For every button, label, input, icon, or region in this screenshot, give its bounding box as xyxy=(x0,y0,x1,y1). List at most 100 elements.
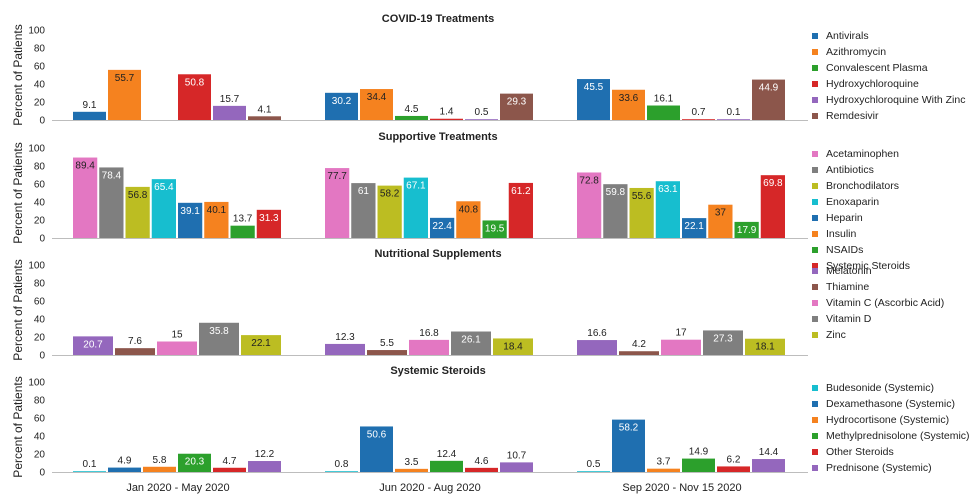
bar-dexamethasone-systemic- xyxy=(612,419,645,472)
data-label: 10.7 xyxy=(507,450,527,461)
legend-label: Insulin xyxy=(826,228,857,240)
bar-remdesivir xyxy=(752,79,785,120)
bar-hydroxychloroquine-with-zinc xyxy=(465,119,498,120)
bar-dexamethasone-systemic- xyxy=(108,467,141,472)
legend-label: Zinc xyxy=(826,329,846,341)
data-label: 29.3 xyxy=(507,97,527,108)
data-label: 50.6 xyxy=(367,429,387,440)
data-label: 50.8 xyxy=(185,77,205,88)
data-label: 13.7 xyxy=(233,214,253,225)
legend-label: Thiamine xyxy=(826,281,869,293)
bar-methylprednisolone-systemic- xyxy=(430,460,463,472)
data-label: 31.3 xyxy=(259,213,279,224)
y-tick-label: 60 xyxy=(34,180,46,191)
y-tick-label: 20 xyxy=(34,98,46,109)
data-label: 55.7 xyxy=(115,73,135,84)
legend-swatch xyxy=(812,33,818,39)
data-label: 35.8 xyxy=(209,326,229,337)
data-label: 12.2 xyxy=(255,449,275,460)
legend-label: Vitamin C (Ascorbic Acid) xyxy=(826,297,944,309)
y-tick-label: 100 xyxy=(28,26,45,37)
data-label: 20.3 xyxy=(185,457,205,468)
panel-title: Systemic Steroids xyxy=(390,365,485,377)
data-label: 18.1 xyxy=(755,342,775,353)
data-label: 18.4 xyxy=(503,341,523,352)
bar-thiamine xyxy=(115,348,155,355)
legend-swatch xyxy=(812,183,818,189)
bar-heparin xyxy=(682,218,707,238)
data-label: 89.4 xyxy=(75,161,95,172)
data-label: 17 xyxy=(675,328,687,339)
bar-thiamine xyxy=(367,350,407,355)
data-label: 61 xyxy=(358,186,370,197)
bar-antibiotics xyxy=(351,183,376,238)
bar-melatonin xyxy=(73,336,113,355)
bar-nsaids xyxy=(734,221,759,238)
legend-label: Systemic Steroids xyxy=(826,260,910,272)
data-label: 14.9 xyxy=(689,447,709,458)
bar-remdesivir xyxy=(500,93,533,120)
data-label: 14.4 xyxy=(759,447,779,458)
bar-methylprednisolone-systemic- xyxy=(682,458,715,472)
legend-label: Other Steroids xyxy=(826,446,894,458)
data-label: 19.5 xyxy=(485,223,505,234)
data-label: 44.9 xyxy=(759,83,779,94)
legend-swatch xyxy=(812,332,818,338)
data-label: 34.4 xyxy=(367,92,387,103)
bar-methylprednisolone-systemic- xyxy=(178,453,211,472)
bar-bronchodilators xyxy=(377,185,402,238)
bar-systemic-steroids xyxy=(508,182,533,238)
bar-hydroxychloroquine xyxy=(178,74,211,120)
y-tick-label: 0 xyxy=(39,351,45,362)
data-label: 45.5 xyxy=(584,82,604,93)
bar-convalescent-plasma xyxy=(647,105,680,120)
legend-swatch xyxy=(812,268,818,274)
y-tick-label: 0 xyxy=(39,468,45,479)
legend-swatch xyxy=(812,316,818,322)
legend-label: Bronchodilators xyxy=(826,180,899,192)
data-label: 33.6 xyxy=(619,93,639,104)
y-tick-label: 0 xyxy=(39,234,45,245)
bar-budesonide-systemic- xyxy=(325,471,358,472)
data-label: 59.8 xyxy=(606,187,626,198)
data-label: 7.6 xyxy=(128,336,142,347)
data-label: 27.3 xyxy=(713,333,733,344)
legend-label: Azithromycin xyxy=(826,46,886,58)
y-tick-label: 100 xyxy=(28,261,45,272)
bar-hydroxychloroquine-with-zinc xyxy=(717,119,750,120)
y-tick-label: 20 xyxy=(34,216,46,227)
bar-bronchodilators xyxy=(125,186,150,238)
bar-melatonin xyxy=(577,340,617,355)
x-category-label: Sep 2020 - Nov 15 2020 xyxy=(622,482,741,494)
bar-budesonide-systemic- xyxy=(577,471,610,472)
data-label: 4.2 xyxy=(632,339,646,350)
data-label: 3.5 xyxy=(405,457,419,468)
legend-label: Hydroxychloroquine With Zinc xyxy=(826,94,965,106)
legend-label: Remdesivir xyxy=(826,110,879,122)
data-label: 16.1 xyxy=(654,94,674,105)
data-label: 40.8 xyxy=(459,204,479,215)
bar-prednisone-systemic- xyxy=(248,461,281,472)
legend-swatch xyxy=(812,401,818,407)
bar-acetaminophen xyxy=(325,168,350,238)
data-label: 69.8 xyxy=(763,178,783,189)
bar-hydrocortisone-systemic- xyxy=(395,468,428,472)
bar-antivirals xyxy=(325,92,358,120)
legend-swatch xyxy=(812,417,818,423)
bar-antivirals xyxy=(73,111,106,120)
y-tick-label: 80 xyxy=(34,279,46,290)
y-tick-label: 40 xyxy=(34,315,46,326)
bar-acetaminophen xyxy=(73,157,98,238)
bar-other-steroids xyxy=(465,467,498,472)
legend-label: Prednisone (Systemic) xyxy=(826,462,932,474)
bar-prednisone-systemic- xyxy=(752,459,785,472)
bar-other-steroids xyxy=(717,466,750,472)
legend-swatch xyxy=(812,385,818,391)
bar-hydrocortisone-systemic- xyxy=(143,466,176,472)
legend-label: Acetaminophen xyxy=(826,148,899,160)
bar-insulin xyxy=(204,201,229,238)
